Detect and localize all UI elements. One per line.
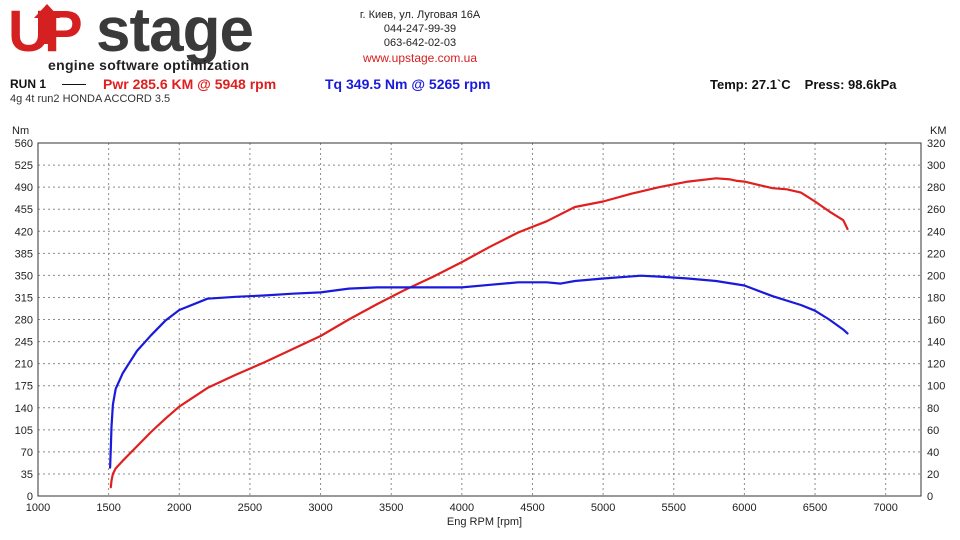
y-right-tick-label: 0 [927,491,933,503]
y-left-tick-label: 105 [15,425,33,437]
y-right-tick-label: 240 [927,226,945,238]
phone-1: 044-247-99-39 [383,23,457,35]
y-right-tick-label: 80 [927,403,939,415]
axes [37,142,922,497]
y-right-tick-label: 100 [927,381,945,393]
x-tick-label: 1000 [26,502,50,514]
tick-labels: 0 35 70 105 140 175 210 245 280 315 350 385 420 455 49… [15,138,946,514]
y-left-tick-label: 315 [15,292,33,304]
address: г. Киев, ул. Луговая 16А [359,9,481,21]
y-right-tick-label: 60 [927,425,939,437]
pressure: Press: 98.6kPa [804,77,897,92]
y-left-tick-label: 175 [15,381,33,393]
y-right-tick-label: 160 [927,315,945,327]
y-left-tick-label: 70 [21,447,33,459]
y-right-tick-label: 260 [927,204,945,216]
conditions: Temp: 27.1`C Press: 98.6kPa [710,77,896,92]
torque-summary: Tq 349.5 Nm @ 5265 rpm [325,76,491,92]
y-right-tick-label: 20 [927,469,939,481]
y-axis-right-title: KM [930,125,947,137]
plot-frame [37,142,922,497]
x-tick-label: 6500 [803,502,827,514]
y-left-tick-label: 0 [27,491,33,503]
x-tick-label: 3500 [379,502,403,514]
series-line-tq [108,274,849,469]
x-tick-label: 4000 [450,502,474,514]
y-axis-left-title: Nm [12,125,29,137]
phone-2: 063-642-02-03 [383,37,457,49]
y-left-tick-label: 280 [15,315,33,327]
vehicle-subtitle: 4g 4t run2 HONDA ACCORD 3.5 [10,93,171,105]
temperature: Temp: 27.1`C [710,77,791,92]
x-tick-label: 5000 [591,502,615,514]
y-left-tick-label: 245 [15,337,33,349]
grid [38,143,921,496]
x-tick-label: 2000 [167,502,191,514]
y-right-tick-label: 280 [927,182,945,194]
y-right-tick-label: 40 [927,447,939,459]
y-left-tick-label: 350 [15,270,33,282]
y-right-tick-label: 320 [927,138,945,150]
logo-wordmark: stage [96,0,254,65]
y-right-tick-label: 220 [927,248,945,260]
logo-tagline: engine software optimization [48,57,250,73]
y-left-tick-label: 560 [15,138,33,150]
y-left-tick-label: 455 [15,204,33,216]
y-right-tick-label: 180 [927,292,945,304]
run-label: RUN 1 [10,77,47,91]
y-left-tick-label: 210 [15,359,33,371]
logo-arrow-icon [34,4,60,44]
x-tick-label: 3000 [308,502,332,514]
y-left-tick-label: 140 [15,403,33,415]
upstage-logo: U P stage engine software optimization [4,0,304,73]
x-tick-label: 7000 [873,502,897,514]
series-line-pwr [109,177,849,489]
y-left-tick-label: 35 [21,469,33,481]
y-right-tick-label: 200 [927,270,945,282]
x-tick-label: 6000 [732,502,756,514]
power-summary: Pwr 285.6 KM @ 5948 rpm [103,76,277,92]
x-tick-label: 5500 [662,502,686,514]
x-axis-title: Eng RPM [rpm] [447,516,522,528]
y-left-tick-label: 420 [15,226,33,238]
x-tick-label: 2500 [238,502,262,514]
y-left-tick-label: 385 [15,248,33,260]
y-right-tick-label: 120 [927,359,945,371]
dyno-chart: Nm KM Eng RPM [rpm] 0 35 70 105 140 175 210 245… [12,125,947,528]
y-left-tick-label: 490 [15,182,33,194]
series [108,177,849,489]
x-tick-label: 1500 [96,502,120,514]
y-left-tick-label: 525 [15,160,33,172]
contact-block: г. Киев, ул. Луговая 16А 044-247-99-39 0… [330,8,510,65]
y-right-tick-label: 300 [927,160,945,172]
run-line-swatch [62,84,86,85]
website-link[interactable]: www.upstage.com.ua [362,51,478,65]
x-tick-label: 4500 [520,502,544,514]
y-right-tick-label: 140 [927,337,945,349]
